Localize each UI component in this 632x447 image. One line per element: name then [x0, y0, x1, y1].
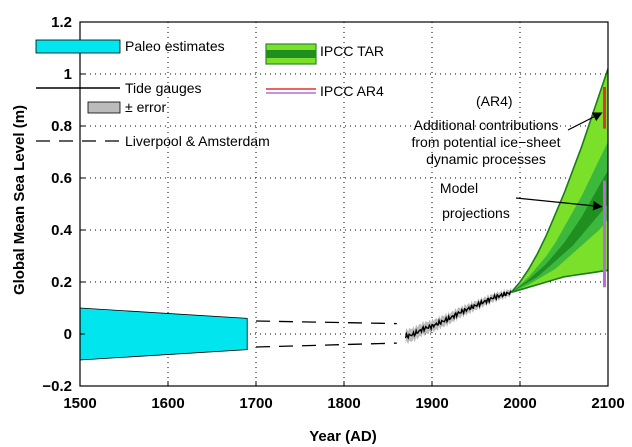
x-axis-label: Year (AD) — [309, 428, 377, 445]
y-tick-label: 1.2 — [51, 14, 72, 31]
legend-label-tar: IPCC TAR — [320, 43, 384, 59]
legend-label-paleo: Paleo estimates — [125, 38, 225, 54]
annotation-model-line-1: Model — [440, 180, 478, 196]
legend-label-liverpool: Liverpool & Amsterdam — [125, 133, 270, 149]
annotation-arrow-model — [515, 197, 603, 211]
y-tick-label: 0.2 — [51, 274, 72, 291]
plot-area: 1500 1600 1700 1800 1900 2000 2100 −0.2 0 0.2 0.4 0… — [42, 14, 624, 412]
tide-gauge-line — [404, 290, 512, 340]
annotation-ar4-tag: (AR4) — [476, 93, 513, 109]
x-tick-label: 2000 — [503, 395, 536, 412]
x-tick-label: 2100 — [591, 395, 624, 412]
annotation-ice-line-1: Additional contributions — [414, 117, 559, 133]
legend-entry-error: ± error — [87, 99, 166, 115]
legend-entry-tide: Tide gauges — [36, 80, 202, 96]
tar-lower-line — [510, 269, 609, 294]
x-tick-label: 1700 — [239, 395, 272, 412]
y-tick-label: 1 — [64, 66, 72, 83]
y-tick-label: 0.8 — [51, 118, 72, 135]
annotation-model-line-2: projections — [442, 205, 510, 221]
x-tick-label: 1800 — [327, 395, 360, 412]
y-tick-label: −0.2 — [42, 378, 72, 395]
legend-label-ar4: IPCC AR4 — [320, 83, 384, 99]
legend-swatch-paleo — [35, 39, 121, 54]
legend-swatch-tar-inner — [266, 50, 316, 58]
legend-label-tide: Tide gauges — [125, 80, 202, 96]
annotation-ice-line-3: dynamic processes — [426, 151, 546, 167]
annotation-ice-line-2: from potential ice−sheet — [411, 134, 560, 150]
liverpool-amsterdam-line — [255, 320, 397, 325]
legend-label-error: ± error — [125, 99, 166, 115]
x-tick-label: 1600 — [151, 395, 184, 412]
y-axis-label: Global Mean Sea Level (m) — [11, 105, 28, 295]
legend: Paleo estimates Tide gauges ± error Live… — [35, 38, 384, 149]
legend-entry-ipcc-ar4: IPCC AR4 — [266, 83, 384, 99]
y-tick-label: 0 — [64, 326, 72, 343]
legend-swatch-error — [87, 101, 121, 114]
legend-entry-paleo: Paleo estimates — [35, 38, 225, 54]
x-tick-label: 1900 — [415, 395, 448, 412]
annotation-arrow-ice — [567, 112, 603, 131]
legend-entry-liverpool: Liverpool & Amsterdam — [36, 133, 270, 149]
x-tick-label: 1500 — [63, 395, 96, 412]
legend-entry-ipcc-tar: IPCC TAR — [265, 43, 384, 65]
annotations: (AR4) Additional contributions from pote… — [411, 93, 560, 221]
liverpool-amsterdam-line — [255, 342, 397, 348]
y-tick-label: 0.6 — [51, 170, 72, 187]
y-tick-label: 0.4 — [51, 222, 73, 239]
